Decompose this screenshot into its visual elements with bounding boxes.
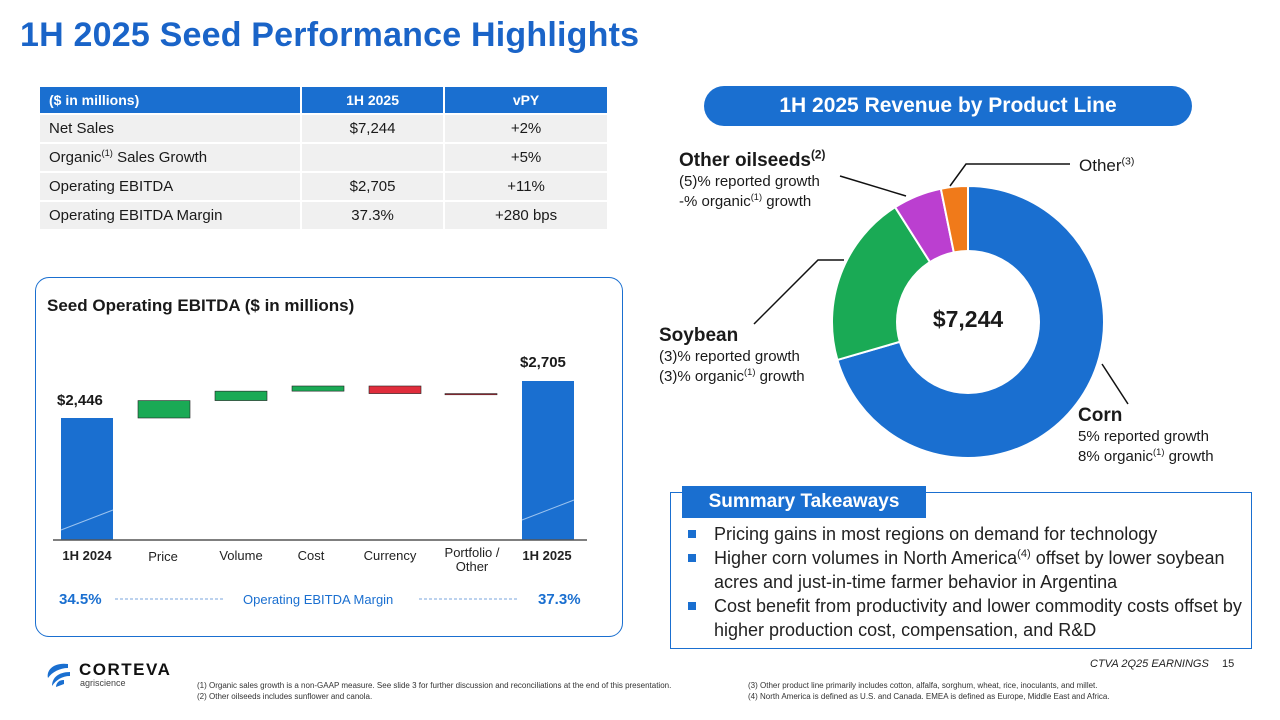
revenue-donut-chart (753, 163, 1129, 459)
revenue-chart-title: 1H 2025 Revenue by Product Line (704, 86, 1192, 126)
waterfall-category-label: Cost (297, 548, 325, 563)
waterfall-bar-increase (214, 390, 268, 401)
bar-sheen (521, 499, 575, 521)
margin-start: 34.5% (59, 591, 102, 608)
label-other-oilseeds: Other oilseeds(2) (5)% reported growth -… (679, 148, 826, 210)
takeaways-heading: Summary Takeaways (682, 486, 926, 518)
leader-line-other (949, 163, 1070, 187)
list-item: Pricing gains in most regions on demand … (686, 522, 1252, 546)
leader-line-soybean (753, 259, 844, 325)
margin-label: Operating EBITDA Margin (243, 592, 394, 607)
brand-name: CORTEVA (79, 660, 172, 679)
table-row: Net Sales $7,244 +2% (40, 113, 607, 142)
row-label: Operating EBITDA Margin (40, 200, 302, 229)
ebitda-waterfall-chart (53, 381, 587, 600)
kpi-table: ($ in millions) 1H 2025 vPY Net Sales $7… (40, 87, 607, 229)
row-value-vpy: +2% (445, 113, 607, 142)
label-soybean: Soybean (3)% reported growth (3)% organi… (659, 325, 805, 385)
table-row: Organic(1) Sales Growth +5% (40, 142, 607, 171)
waterfall-category-label: Price (148, 549, 178, 564)
page-number: 15 (1222, 658, 1235, 670)
waterfall-bar-start (61, 418, 113, 540)
row-value-1h2025: $7,244 (302, 113, 446, 142)
margin-end: 37.3% (538, 591, 581, 608)
waterfall-category-label: 1H 2025 (522, 548, 572, 563)
row-value-vpy: +280 bps (445, 200, 607, 229)
waterfall-bar-decrease (444, 393, 498, 396)
row-value-1h2025 (302, 142, 446, 171)
table-row: Operating EBITDA $2,705 +11% (40, 171, 607, 200)
footnotes-left: (1) Organic sales growth is a non-GAAP m… (197, 681, 672, 701)
table-header-vpy: vPY (445, 87, 607, 113)
label-other: Other(3) (1079, 155, 1135, 175)
brand-sub: agriscience (80, 678, 126, 688)
row-label: Organic(1) Sales Growth (40, 142, 302, 171)
list-item: Cost benefit from productivity and lower… (686, 594, 1252, 642)
waterfall-start-value: $2,446 (57, 392, 103, 409)
table-row: Operating EBITDA Margin 37.3% +280 bps (40, 200, 607, 229)
row-value-vpy: +5% (445, 142, 607, 171)
table-header-1h2025: 1H 2025 (302, 87, 446, 113)
waterfall-category-label: Currency (363, 548, 417, 563)
waterfall-category-label: Portfolio / Other (444, 545, 500, 574)
table-header-label: ($ in millions) (40, 87, 302, 113)
earnings-tag: CTVA 2Q25 EARNINGS (1090, 658, 1209, 670)
page-title: 1H 2025 Seed Performance Highlights (20, 16, 640, 54)
donut-hole (896, 250, 1040, 394)
label-corn: Corn 5% reported growth 8% organic(1) gr… (1078, 405, 1214, 465)
takeaways-list: Pricing gains in most regions on demand … (686, 522, 1252, 642)
leader-line-oilseeds (839, 175, 907, 197)
leader-line-corn (1101, 363, 1129, 405)
waterfall-bar-increase (137, 400, 191, 419)
donut-center-total: $7,244 (932, 306, 1004, 332)
waterfall-bar-decrease (368, 385, 422, 394)
list-item: Higher corn volumes in North America(4) … (686, 546, 1252, 594)
row-label: Operating EBITDA (40, 171, 302, 200)
waterfall-end-value: $2,705 (520, 354, 566, 371)
row-value-vpy: +11% (445, 171, 607, 200)
waterfall-bar-increase (291, 385, 345, 392)
corteva-logo-icon (47, 663, 70, 687)
footnotes-right: (3) Other product line primarily include… (748, 681, 1110, 701)
row-value-1h2025: 37.3% (302, 200, 446, 229)
waterfall-bar-end (522, 381, 574, 540)
takeaways-box (670, 492, 1252, 649)
row-value-1h2025: $2,705 (302, 171, 446, 200)
ebitda-chart-title: Seed Operating EBITDA ($ in millions) (47, 296, 355, 315)
bar-sheen (60, 509, 114, 531)
waterfall-category-label: Volume (219, 548, 263, 563)
table-header-row: ($ in millions) 1H 2025 vPY (40, 87, 607, 113)
row-label: Net Sales (40, 113, 302, 142)
waterfall-category-label: 1H 2024 (62, 548, 112, 563)
